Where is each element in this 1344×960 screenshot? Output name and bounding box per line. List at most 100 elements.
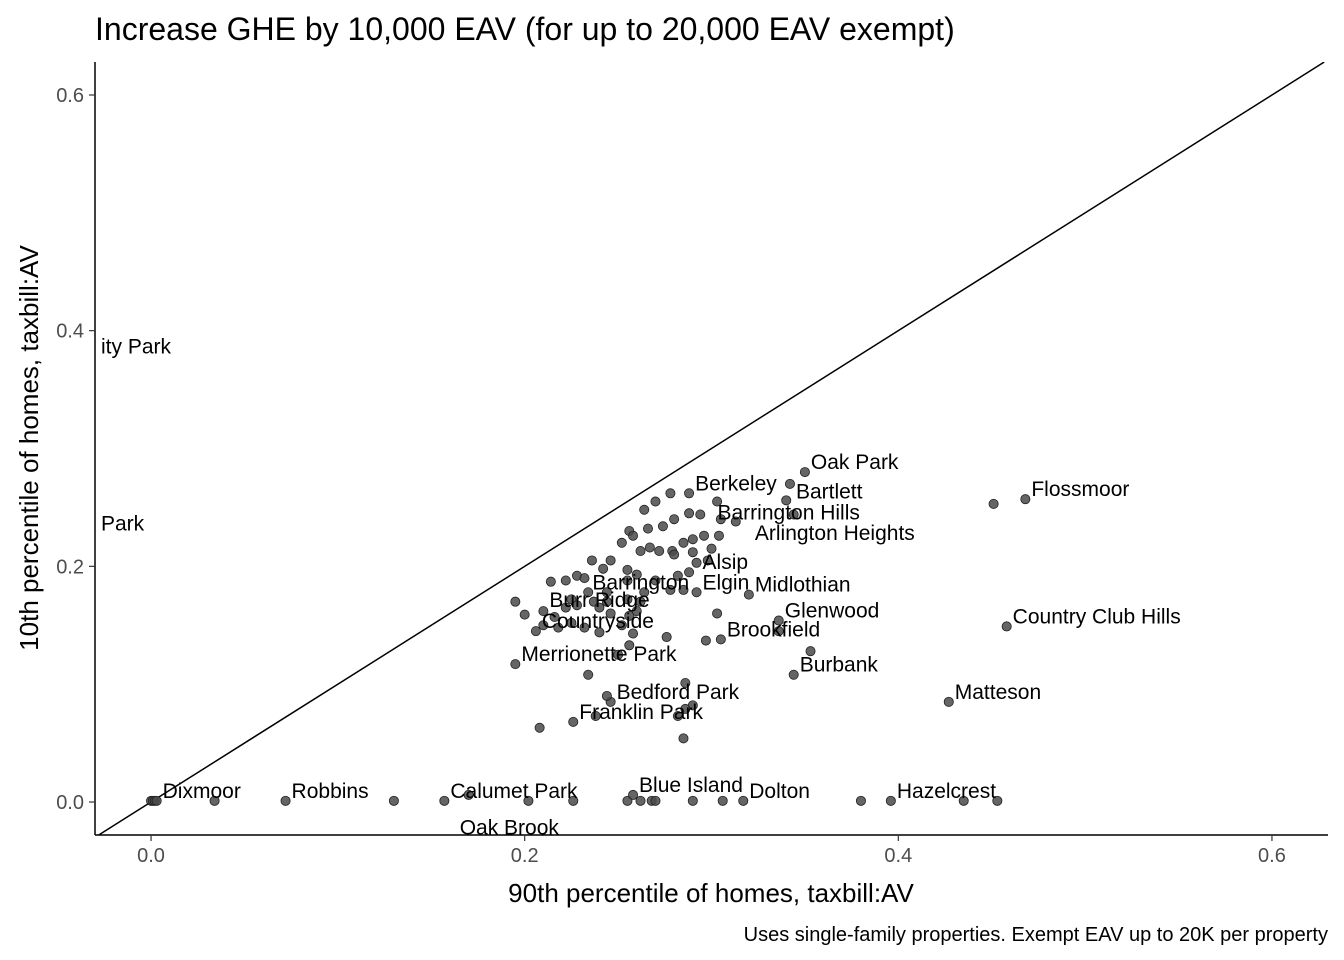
point-label: Bartlett <box>796 481 863 504</box>
data-point <box>684 567 695 578</box>
point-label: Arlington Heights <box>755 522 915 545</box>
data-point <box>773 615 784 626</box>
point-label: Burr Ridge <box>549 589 649 612</box>
data-point <box>439 795 450 806</box>
data-point <box>672 710 683 721</box>
y-tick-label: 0.4 <box>56 321 84 343</box>
data-point <box>687 534 698 545</box>
data-point <box>730 516 741 527</box>
data-point <box>687 547 698 558</box>
data-point <box>601 596 612 607</box>
data-point <box>530 626 541 637</box>
data-point <box>672 570 683 581</box>
data-point <box>684 488 695 499</box>
y-axis-title: 10th percentile of homes, taxbill:AV <box>14 245 44 651</box>
point-label: Merrionette Park <box>521 643 677 666</box>
point-label: ity Park <box>101 336 172 359</box>
point-label: Dixmoor <box>163 780 241 803</box>
y-tick-label: 0.6 <box>56 85 84 107</box>
data-point <box>560 602 571 613</box>
point-label: Elgin <box>703 571 750 594</box>
data-point <box>678 733 689 744</box>
point-label: Midlothian <box>755 574 851 597</box>
data-point <box>579 622 590 633</box>
data-point <box>691 587 702 598</box>
data-point <box>650 795 661 806</box>
data-point <box>151 795 162 806</box>
data-point <box>781 495 792 506</box>
data-point <box>665 488 676 499</box>
data-point <box>616 620 627 631</box>
data-point <box>639 504 650 515</box>
data-point <box>657 521 668 532</box>
y-tick-label: 0.0 <box>56 792 84 814</box>
y-tick-label: 0.2 <box>56 556 84 578</box>
point-label: Burbank <box>800 654 879 677</box>
data-point <box>680 677 691 688</box>
data-point <box>571 600 582 611</box>
data-point <box>538 606 549 617</box>
data-point <box>628 628 639 639</box>
data-point <box>788 669 799 680</box>
data-point <box>650 496 661 507</box>
point-label: Dolton <box>749 780 810 803</box>
point-label: Barrington <box>592 571 689 594</box>
data-point <box>712 608 723 619</box>
data-point <box>1020 494 1031 505</box>
data-point <box>885 795 896 806</box>
data-point <box>642 523 653 534</box>
data-point <box>669 514 680 525</box>
data-point <box>523 795 534 806</box>
chart-caption: Uses single-family properties. Exempt EA… <box>744 924 1328 946</box>
data-point <box>519 609 530 620</box>
point-label: Barrington Hills <box>718 502 860 525</box>
data-point <box>680 703 691 714</box>
data-point <box>605 608 616 619</box>
point-label: Flossmoor <box>1031 478 1129 501</box>
data-point <box>805 646 816 657</box>
data-point <box>706 543 717 554</box>
data-point <box>579 573 590 584</box>
data-point <box>799 467 810 478</box>
data-point <box>510 596 521 607</box>
data-point <box>684 508 695 519</box>
data-point <box>654 546 665 557</box>
data-point <box>616 537 627 548</box>
x-tick-label: 0.2 <box>511 845 539 867</box>
data-point <box>855 795 866 806</box>
point-label: Bedford Park <box>617 681 740 704</box>
x-tick-label: 0.4 <box>884 845 912 867</box>
data-point <box>549 612 560 623</box>
data-point <box>992 795 1003 806</box>
data-point <box>631 606 642 617</box>
data-point <box>738 795 749 806</box>
data-point <box>598 563 609 574</box>
point-label: Hazelcrest <box>897 780 996 803</box>
data-point <box>538 620 549 631</box>
data-point <box>583 669 594 680</box>
data-point <box>534 722 545 733</box>
data-point <box>624 610 635 621</box>
data-point <box>788 509 799 520</box>
data-point <box>743 589 754 600</box>
point-label: Oak Brook <box>460 816 560 839</box>
data-point <box>650 575 661 586</box>
data-point <box>699 530 710 541</box>
data-point <box>586 555 597 566</box>
point-label: Countryside <box>542 610 654 633</box>
point-label: Robbins <box>292 780 369 803</box>
point-label: Country Club Hills <box>1013 605 1181 628</box>
data-point <box>628 789 639 800</box>
data-point <box>622 575 633 586</box>
data-point <box>715 634 726 645</box>
point-label: Blue Island <box>639 774 743 797</box>
data-point <box>678 584 689 595</box>
data-point <box>583 587 594 598</box>
point-label: Berkeley <box>695 472 777 495</box>
data-point <box>700 635 711 646</box>
x-tick-label: 0.6 <box>1258 845 1286 867</box>
point-label: Matteson <box>955 681 1041 704</box>
data-point <box>510 659 521 670</box>
data-point <box>605 555 616 566</box>
